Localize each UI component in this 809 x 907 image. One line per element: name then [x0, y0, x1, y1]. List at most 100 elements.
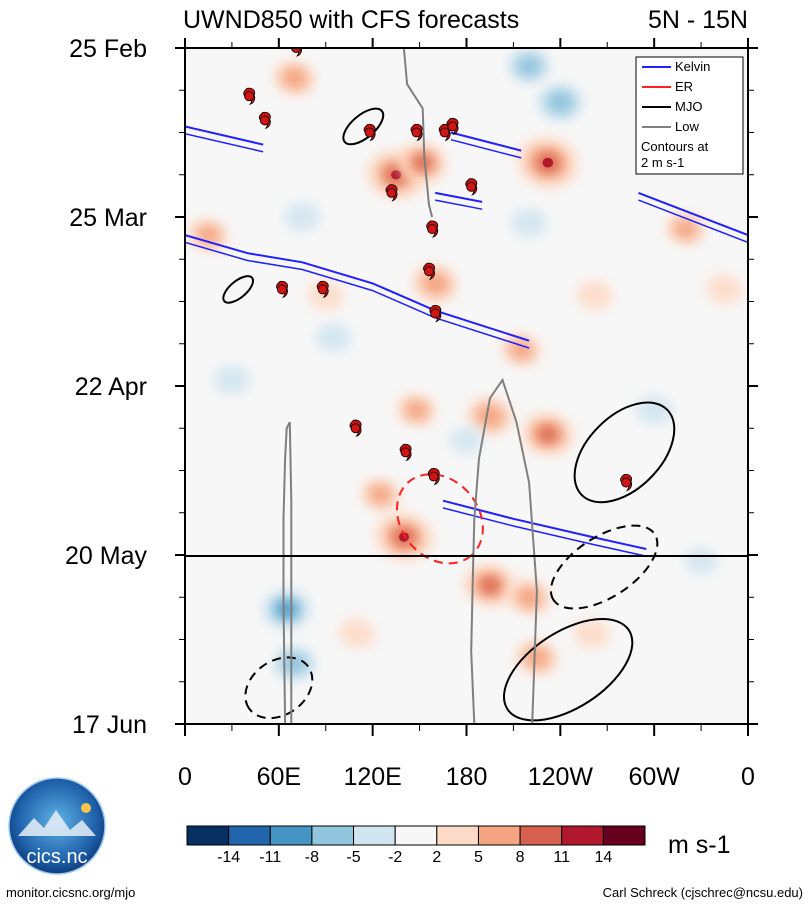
anomaly-blob [466, 397, 513, 436]
mjo-contour [502, 617, 634, 722]
kelvin-contour [185, 234, 530, 342]
footer-credit: Carl Schreck (cjschrec@ncsu.edu) [603, 885, 803, 900]
wave-contours [185, 48, 748, 724]
anomaly-blob [521, 412, 575, 457]
colorbar-swatch [602, 825, 646, 846]
anomaly-blob [273, 60, 316, 96]
tropical-cyclone-icon [446, 117, 459, 136]
tropical-cyclone-icon [620, 474, 633, 492]
x-tick-label: 180 [446, 763, 488, 791]
colorbar: -14 -11 -8 -5 -2 2 5 8 11 14 [186, 825, 646, 866]
tropical-cyclone-icon [363, 123, 376, 142]
tropical-cyclone-icon [385, 184, 398, 202]
x-tick-label: 0 [741, 763, 755, 791]
colorbar-label: -11 [259, 849, 281, 866]
colorbar-swatch [228, 825, 271, 846]
anomaly-blob [315, 323, 352, 353]
anomaly-blob [501, 333, 542, 367]
legend-label-er: ER [675, 79, 693, 94]
kelvin-contour [185, 125, 264, 146]
tropical-cyclone-icon [291, 48, 303, 57]
anomaly-blob [449, 426, 484, 454]
anomaly-blob [283, 202, 321, 232]
anomaly-blob [576, 280, 613, 311]
anomaly-blob [272, 646, 317, 682]
chart-title: UWND850 with CFS forecasts [183, 6, 519, 34]
kelvin-contour [435, 191, 483, 203]
colorbar-swatch [311, 825, 355, 846]
kelvin-contour [442, 507, 647, 557]
anomaly-blob [396, 393, 437, 427]
x-tick-label: 120E [343, 763, 401, 791]
anomaly-blob [537, 83, 584, 122]
footer-url: monitor.cicsnc.org/mjo [6, 885, 135, 900]
colorbar-units: m s-1 [668, 831, 731, 859]
tropical-cyclone-icon [276, 280, 289, 299]
anomaly-blob [510, 208, 548, 238]
colorbar-label: 14 [594, 849, 612, 866]
colorbar-label: -5 [346, 849, 360, 866]
anomaly-blob [213, 365, 251, 395]
anomaly-blob [360, 478, 401, 511]
tropical-cyclone-icon [429, 305, 442, 323]
low-contour [470, 377, 538, 724]
anomaly-blob [338, 618, 376, 649]
anomaly-blob [261, 589, 312, 630]
colorbar-swatch [519, 825, 563, 846]
anomaly-blob [706, 274, 743, 305]
y-tick-label: 22 Apr [75, 373, 147, 401]
legend: Kelvin ER MJO Low Contours at 2 m s-1 [635, 56, 744, 175]
kelvin-contour [450, 138, 522, 159]
y-tick-label: 20 May [65, 542, 147, 570]
x-tick-label: 60E [257, 763, 301, 791]
anomaly-field [188, 48, 743, 682]
legend-box [635, 56, 744, 175]
colorbar-label: -14 [217, 849, 240, 866]
x-tick-label: 0 [178, 763, 192, 791]
tropical-cyclone-icon [427, 467, 440, 486]
anomaly-blob [684, 547, 718, 575]
kelvin-contour [185, 241, 530, 349]
legend-note-line1: Contours at [641, 139, 709, 154]
tropical-cyclone-icon [349, 419, 362, 438]
tropical-cyclone-markers [243, 48, 633, 492]
colorbar-label: -2 [388, 849, 402, 866]
colorbar-swatch [186, 825, 230, 846]
anomaly-blob [573, 618, 610, 649]
tropical-cyclone-icon [258, 111, 271, 130]
kelvin-contour [450, 131, 522, 152]
kelvin-contour [185, 132, 264, 153]
logo-text: cics.nc [26, 846, 87, 868]
anomaly-blob [507, 48, 551, 84]
colorbar-swatch [353, 825, 396, 846]
logo-mountains-icon [18, 810, 96, 836]
colorbar-swatch [394, 825, 438, 846]
mjo-contour [222, 275, 255, 304]
kelvin-contour [442, 499, 647, 550]
legend-label-mjo: MJO [675, 99, 702, 114]
tropical-cyclone-icon [399, 443, 412, 462]
tropical-cyclone-icon [410, 123, 423, 142]
tropical-cyclone-icon [316, 280, 329, 299]
colorbar-swatch [269, 825, 313, 846]
colorbar-swatch [436, 825, 479, 846]
low-contour [402, 48, 434, 218]
anomaly-blob [412, 264, 459, 303]
colorbar-label: -8 [305, 849, 319, 866]
tropical-cyclone-icon [426, 220, 439, 238]
colorbar-label: 5 [474, 849, 483, 866]
low-contour [282, 421, 293, 724]
y-tick-label: 25 Feb [69, 35, 147, 63]
y-tick-label: 25 Mar [69, 204, 147, 232]
y-tick-label: 17 Jun [72, 711, 147, 739]
mjo-contour [573, 401, 676, 504]
anomaly-blob [516, 136, 579, 189]
anomaly-blob [398, 142, 448, 184]
x-tick-label: 120W [528, 763, 594, 791]
anomaly-blob [374, 512, 434, 562]
colorbar-label: 11 [553, 849, 570, 866]
colorbar-swatch [477, 825, 521, 846]
legend-note-line2: 2 m s-1 [641, 155, 684, 170]
mjo-contour [549, 524, 659, 610]
